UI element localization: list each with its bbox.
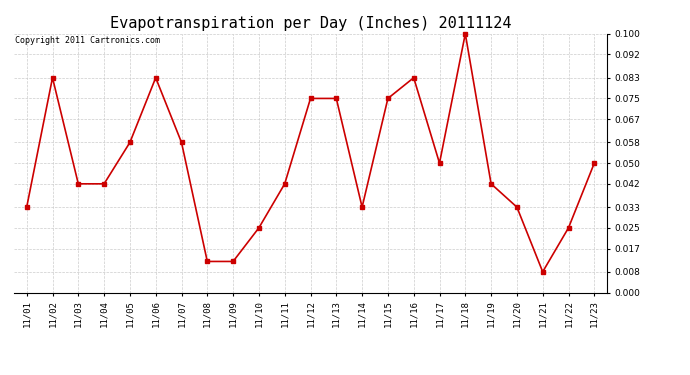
Text: Copyright 2011 Cartronics.com: Copyright 2011 Cartronics.com — [15, 36, 160, 45]
Title: Evapotranspiration per Day (Inches) 20111124: Evapotranspiration per Day (Inches) 2011… — [110, 16, 511, 31]
